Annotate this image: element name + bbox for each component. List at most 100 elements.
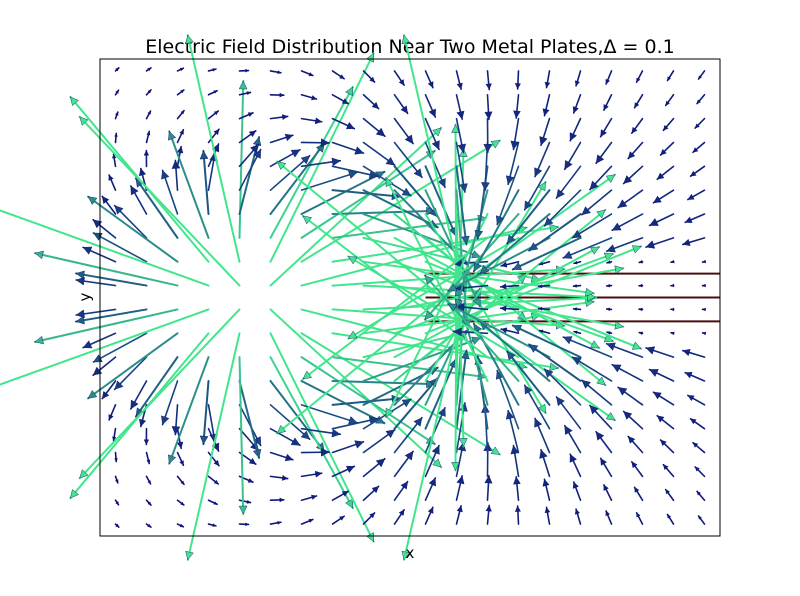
field-arrow <box>562 237 613 259</box>
field-arrow-head <box>354 440 364 449</box>
field-arrow-head <box>308 518 314 523</box>
field-arrow-head <box>702 283 706 288</box>
field-arrow <box>269 332 375 543</box>
field-arrow <box>101 195 117 215</box>
field-arrow-shaft <box>347 255 520 359</box>
field-arrow-head <box>437 178 446 188</box>
field-arrow-head <box>595 154 605 164</box>
field-arrow <box>603 484 613 502</box>
field-arrow-shaft <box>402 34 458 263</box>
field-arrow-shaft <box>523 165 551 211</box>
field-arrow-head <box>537 403 546 414</box>
field-arrow-shaft <box>472 189 520 273</box>
field-arrow-head <box>366 52 374 63</box>
field-arrow-head <box>600 129 607 138</box>
field-arrow-head <box>79 116 89 126</box>
field-arrow <box>424 70 434 89</box>
field-arrow-shaft <box>455 265 469 406</box>
field-arrow-shaft <box>424 180 547 382</box>
field-arrow-head <box>512 325 523 333</box>
field-arrow-head <box>345 86 354 97</box>
field-arrow-head <box>663 124 669 131</box>
field-arrow-head <box>75 276 85 286</box>
field-arrow-head <box>665 100 671 106</box>
field-arrow-head <box>471 336 481 345</box>
field-arrow <box>161 380 179 426</box>
field-arrow-head <box>246 499 251 504</box>
field-arrow <box>112 427 117 442</box>
field-arrow-head <box>682 238 691 246</box>
field-arrow-head <box>213 128 220 136</box>
field-arrow <box>638 331 644 336</box>
field-arrow-head <box>211 442 220 452</box>
field-arrow <box>542 93 551 117</box>
field-arrow-shaft <box>393 245 601 359</box>
field-arrow-head <box>459 183 468 193</box>
field-arrow-head <box>138 168 147 177</box>
field-arrow-head <box>302 370 312 380</box>
field-arrow-head <box>544 368 554 378</box>
field-arrow-head <box>284 133 294 142</box>
field-arrow-head <box>484 475 493 484</box>
field-arrow-head <box>253 149 261 159</box>
field-arrow <box>78 308 241 480</box>
field-arrow <box>401 34 458 263</box>
field-arrow-head <box>638 259 643 264</box>
field-arrow-head <box>696 99 701 104</box>
field-arrow <box>572 307 582 311</box>
field-arrow-head <box>696 491 701 496</box>
field-arrow <box>176 499 185 506</box>
field-arrow-head <box>528 242 539 251</box>
field-arrow <box>145 67 152 72</box>
field-arrow-head <box>447 303 458 312</box>
field-arrow <box>563 141 582 171</box>
field-arrow <box>499 283 520 290</box>
field-arrow-head <box>631 341 642 350</box>
field-arrow <box>534 417 551 454</box>
field-arrow <box>511 236 582 271</box>
field-arrow-head <box>176 441 184 449</box>
field-arrow <box>114 132 118 144</box>
field-arrow <box>694 117 706 129</box>
field-arrow <box>666 513 675 525</box>
field-arrow-head <box>279 497 285 503</box>
field-arrow <box>113 356 148 391</box>
field-arrow <box>506 189 551 245</box>
field-arrow-head <box>500 283 507 290</box>
field-arrow-shaft <box>87 195 179 263</box>
field-arrow <box>168 356 210 465</box>
field-arrow-head <box>682 349 691 357</box>
field-arrow <box>599 457 613 478</box>
field-arrow <box>563 424 582 454</box>
field-arrow <box>362 512 376 525</box>
field-arrow-head <box>471 250 481 259</box>
field-arrow-shaft <box>528 343 582 382</box>
field-arrow-head <box>456 82 463 90</box>
field-arrow <box>572 93 582 114</box>
field-arrow <box>143 149 150 168</box>
field-arrow <box>393 450 414 478</box>
field-arrow <box>605 342 644 358</box>
field-arrow-shaft <box>168 356 210 465</box>
field-arrow-head <box>572 481 579 489</box>
field-arrow <box>662 117 675 132</box>
field-arrow <box>606 260 613 264</box>
field-arrow-head <box>401 399 412 408</box>
field-arrow-shaft <box>523 384 551 430</box>
field-arrow-head <box>179 460 184 466</box>
field-arrow-head <box>130 399 139 410</box>
field-arrow-head <box>653 195 662 204</box>
field-arrow <box>543 368 582 406</box>
field-arrow-head <box>168 130 177 141</box>
field-arrow <box>129 185 148 215</box>
field-arrow <box>82 332 117 349</box>
field-arrow <box>664 488 675 502</box>
field-arrow-shaft <box>33 308 179 343</box>
field-arrow <box>510 117 520 151</box>
field-arrow-head <box>611 222 622 231</box>
field-arrow <box>424 245 643 335</box>
field-arrow-head <box>581 379 591 389</box>
field-arrow-head <box>247 112 254 117</box>
field-arrow <box>484 93 493 121</box>
field-arrow-head <box>670 259 675 264</box>
